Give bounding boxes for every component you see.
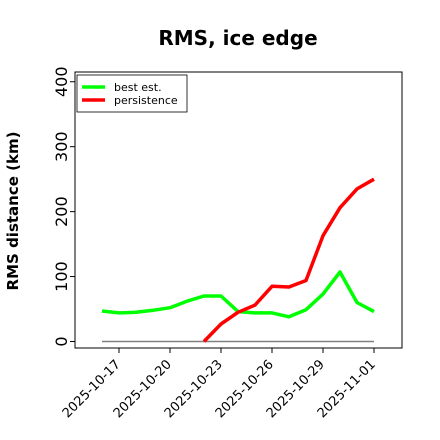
chart-title: RMS, ice edge (158, 26, 317, 50)
series-line-best-est- (101, 270, 375, 319)
legend-entry-label: persistence (114, 94, 178, 107)
plot-area (101, 177, 375, 343)
y-tick-label: 400 (52, 66, 71, 97)
y-axis-label: RMS distance (km) (4, 132, 22, 291)
legend-entry-label: best est. (114, 81, 162, 94)
plot-frame (74, 71, 403, 349)
series-line-persistence (202, 177, 375, 343)
axes: 01002003004002025-10-172025-10-202025-10… (52, 66, 379, 421)
y-tick-label: 300 (52, 131, 71, 162)
legend: best est.persistence (76, 74, 188, 113)
y-tick-label: 100 (52, 261, 71, 292)
y-tick-label: 200 (52, 196, 71, 227)
y-tick-label: 0 (52, 336, 71, 346)
legend-box (76, 74, 188, 113)
